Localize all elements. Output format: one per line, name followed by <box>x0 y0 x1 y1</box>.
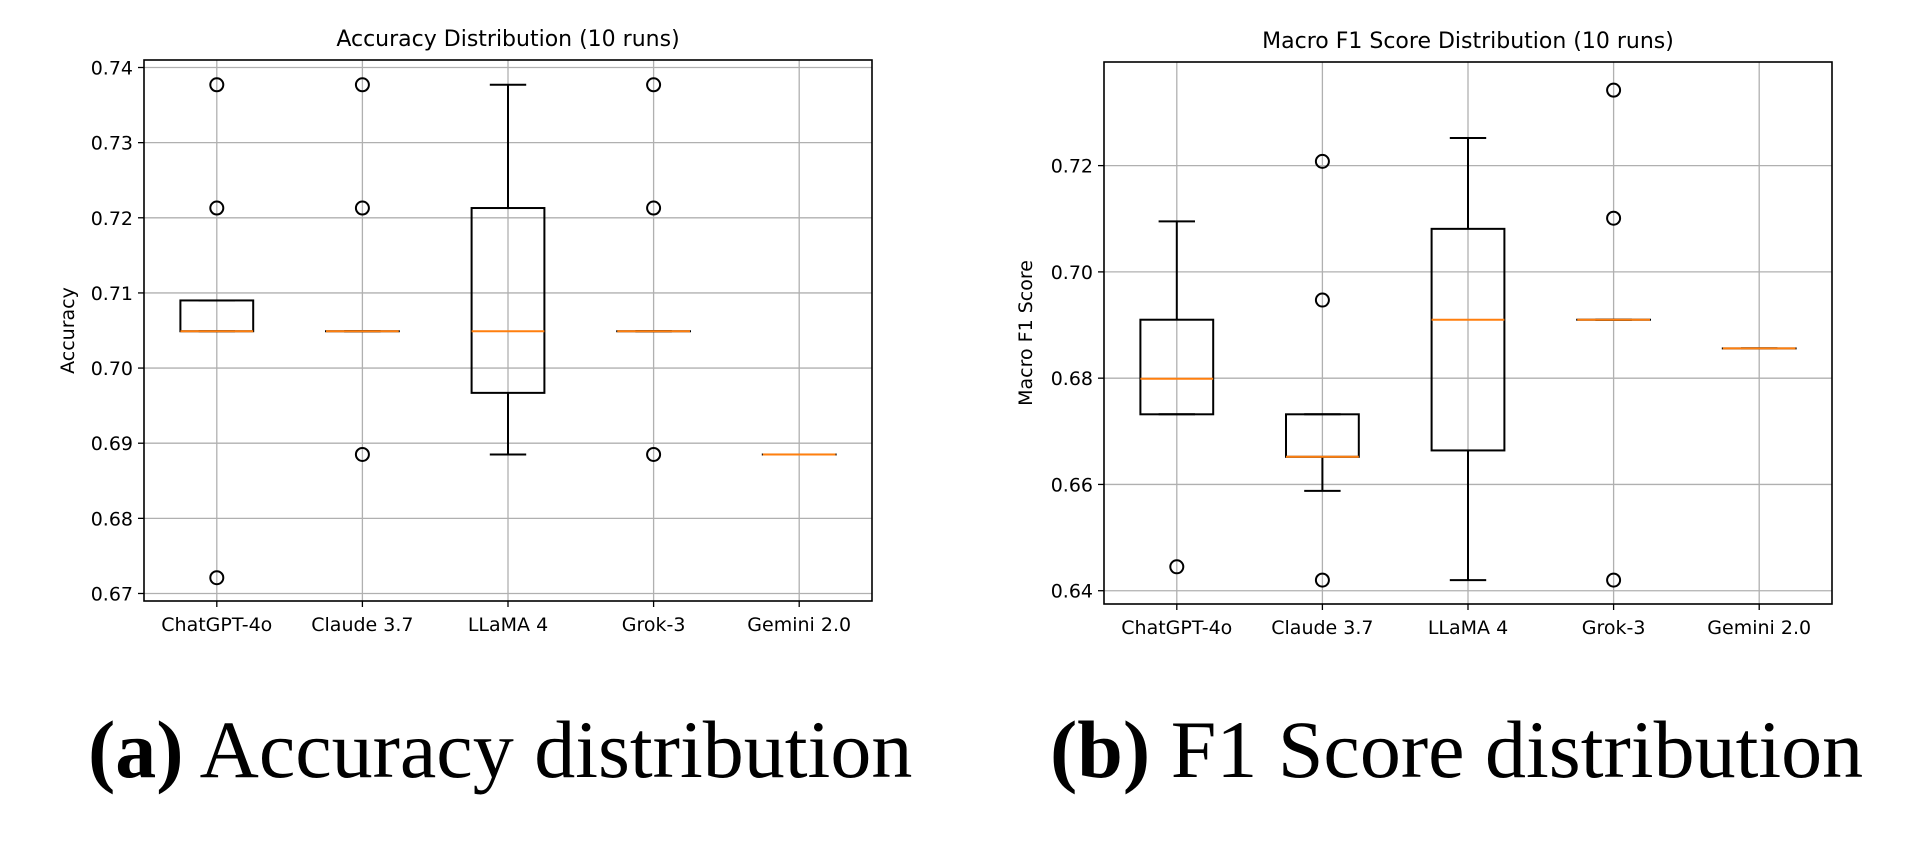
accuracy-panel: 0.67 0.68 0.69 0.70 0.71 0.72 0.73 0.74 ChatGPT-… <box>0 0 940 660</box>
x-tick-label: ChatGPT-4o <box>1121 617 1232 639</box>
plot-frame <box>143 59 873 602</box>
outlier-point <box>1314 153 1330 169</box>
caption-a-letter: (a) <box>88 704 184 795</box>
iqr-box <box>1430 227 1506 452</box>
y-tick-label: 0.68 <box>91 508 133 530</box>
y-tick-label: 0.67 <box>91 583 133 605</box>
outlier-point <box>1314 292 1330 308</box>
f1-panel: 0.64 0.66 0.68 0.70 0.72 ChatGPT-4o Claude 3.7… <box>960 0 1928 660</box>
accuracy-boxplot: 0.67 0.68 0.69 0.70 0.71 0.72 0.73 0.74 ChatGPT-… <box>57 27 873 636</box>
x-tick-label: ChatGPT-4o <box>161 614 272 636</box>
outlier-point <box>1314 572 1330 588</box>
outlier-point <box>646 77 662 93</box>
y-tick-label: 0.72 <box>1051 156 1093 178</box>
y-tick-label: 0.71 <box>91 283 133 305</box>
outlier-point <box>1606 572 1622 588</box>
outlier-point <box>354 200 370 216</box>
x-tick-label: Claude 3.7 <box>1271 617 1373 639</box>
y-tick-label: 0.74 <box>91 58 133 80</box>
y-tick-label: 0.72 <box>91 208 133 230</box>
box-4 <box>616 77 692 462</box>
y-tick-label: 0.73 <box>91 133 133 155</box>
box-3 <box>1430 136 1506 582</box>
outlier-point <box>354 446 370 462</box>
chart-title: Macro F1 Score Distribution (10 runs) <box>1262 29 1674 54</box>
x-tick-label: LLaMA 4 <box>468 614 548 636</box>
outlier-point <box>646 200 662 216</box>
x-tick-label: Gemini 2.0 <box>1707 617 1811 639</box>
caption-a: (a) Accuracy distribution <box>88 695 912 805</box>
outlier-point <box>1606 210 1622 226</box>
box-3 <box>470 83 546 456</box>
box-1 <box>1139 220 1215 575</box>
f1-boxplot: 0.64 0.66 0.68 0.70 0.72 ChatGPT-4o Claude 3.7… <box>1015 29 1833 639</box>
outlier-point <box>209 570 225 586</box>
caption-b-text: F1 Score distribution <box>1150 704 1864 795</box>
outlier-point <box>1606 82 1622 98</box>
chart-title: Accuracy Distribution (10 runs) <box>336 27 679 52</box>
caption-a-text: Accuracy distribution <box>183 704 913 795</box>
y-tick-label: 0.68 <box>1051 368 1093 390</box>
outlier-point <box>209 77 225 93</box>
y-tick-label: 0.64 <box>1051 581 1093 603</box>
box-2 <box>325 77 400 462</box>
y-tick-label: 0.70 <box>1051 262 1093 284</box>
x-tick-label: Gemini 2.0 <box>747 614 851 636</box>
iqr-box <box>470 207 546 394</box>
box-4 <box>1576 82 1652 588</box>
outlier-point <box>1169 559 1185 575</box>
x-tick-label: LLaMA 4 <box>1428 617 1508 639</box>
caption-b-letter: (b) <box>1050 704 1151 795</box>
x-tick-label: Claude 3.7 <box>311 614 413 636</box>
box-1 <box>179 77 255 586</box>
y-axis-label: Accuracy <box>57 287 79 374</box>
caption-b: (b) F1 Score distribution <box>1050 695 1863 805</box>
x-tick-label: Grok-3 <box>622 614 686 636</box>
y-tick-label: 0.69 <box>91 433 133 455</box>
y-tick-label: 0.66 <box>1051 474 1093 496</box>
outlier-point <box>354 77 370 93</box>
plot-frame <box>1103 61 1833 605</box>
box-2 <box>1285 153 1360 588</box>
iqr-box <box>1139 318 1215 416</box>
y-axis-label: Macro F1 Score <box>1015 260 1037 406</box>
x-tick-label: Grok-3 <box>1582 617 1646 639</box>
y-tick-label: 0.70 <box>91 358 133 380</box>
outlier-point <box>209 200 225 216</box>
outlier-point <box>646 446 662 462</box>
